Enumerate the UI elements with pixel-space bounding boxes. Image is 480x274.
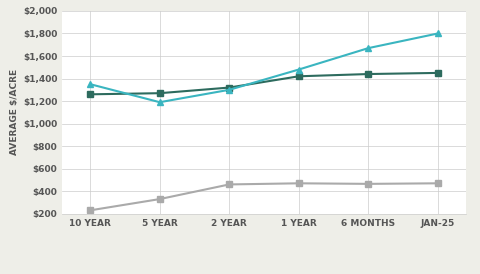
Nebraska (2)	[296, 75, 301, 78]
Wyoming (1)	[157, 198, 163, 201]
Wyoming (1)	[296, 182, 301, 185]
Nebraska (2)	[87, 93, 93, 96]
Y-axis label: AVERAGE $/ACRE: AVERAGE $/ACRE	[10, 69, 19, 155]
Nebraska (2)	[365, 72, 371, 76]
South Dakota (5)	[227, 88, 232, 92]
Wyoming (1)	[435, 182, 441, 185]
Wyoming (1)	[87, 209, 93, 212]
Nebraska (2)	[157, 92, 163, 95]
South Dakota (5)	[296, 68, 301, 71]
South Dakota (5)	[365, 47, 371, 50]
Line: South Dakota (5): South Dakota (5)	[87, 30, 441, 106]
Wyoming (1)	[365, 182, 371, 185]
Line: Nebraska (2): Nebraska (2)	[87, 70, 441, 97]
Nebraska (2)	[227, 86, 232, 89]
Wyoming (1)	[227, 183, 232, 186]
Nebraska (2)	[435, 71, 441, 75]
South Dakota (5)	[435, 32, 441, 35]
South Dakota (5)	[87, 82, 93, 86]
Line: Wyoming (1): Wyoming (1)	[87, 181, 441, 213]
South Dakota (5)	[157, 101, 163, 104]
